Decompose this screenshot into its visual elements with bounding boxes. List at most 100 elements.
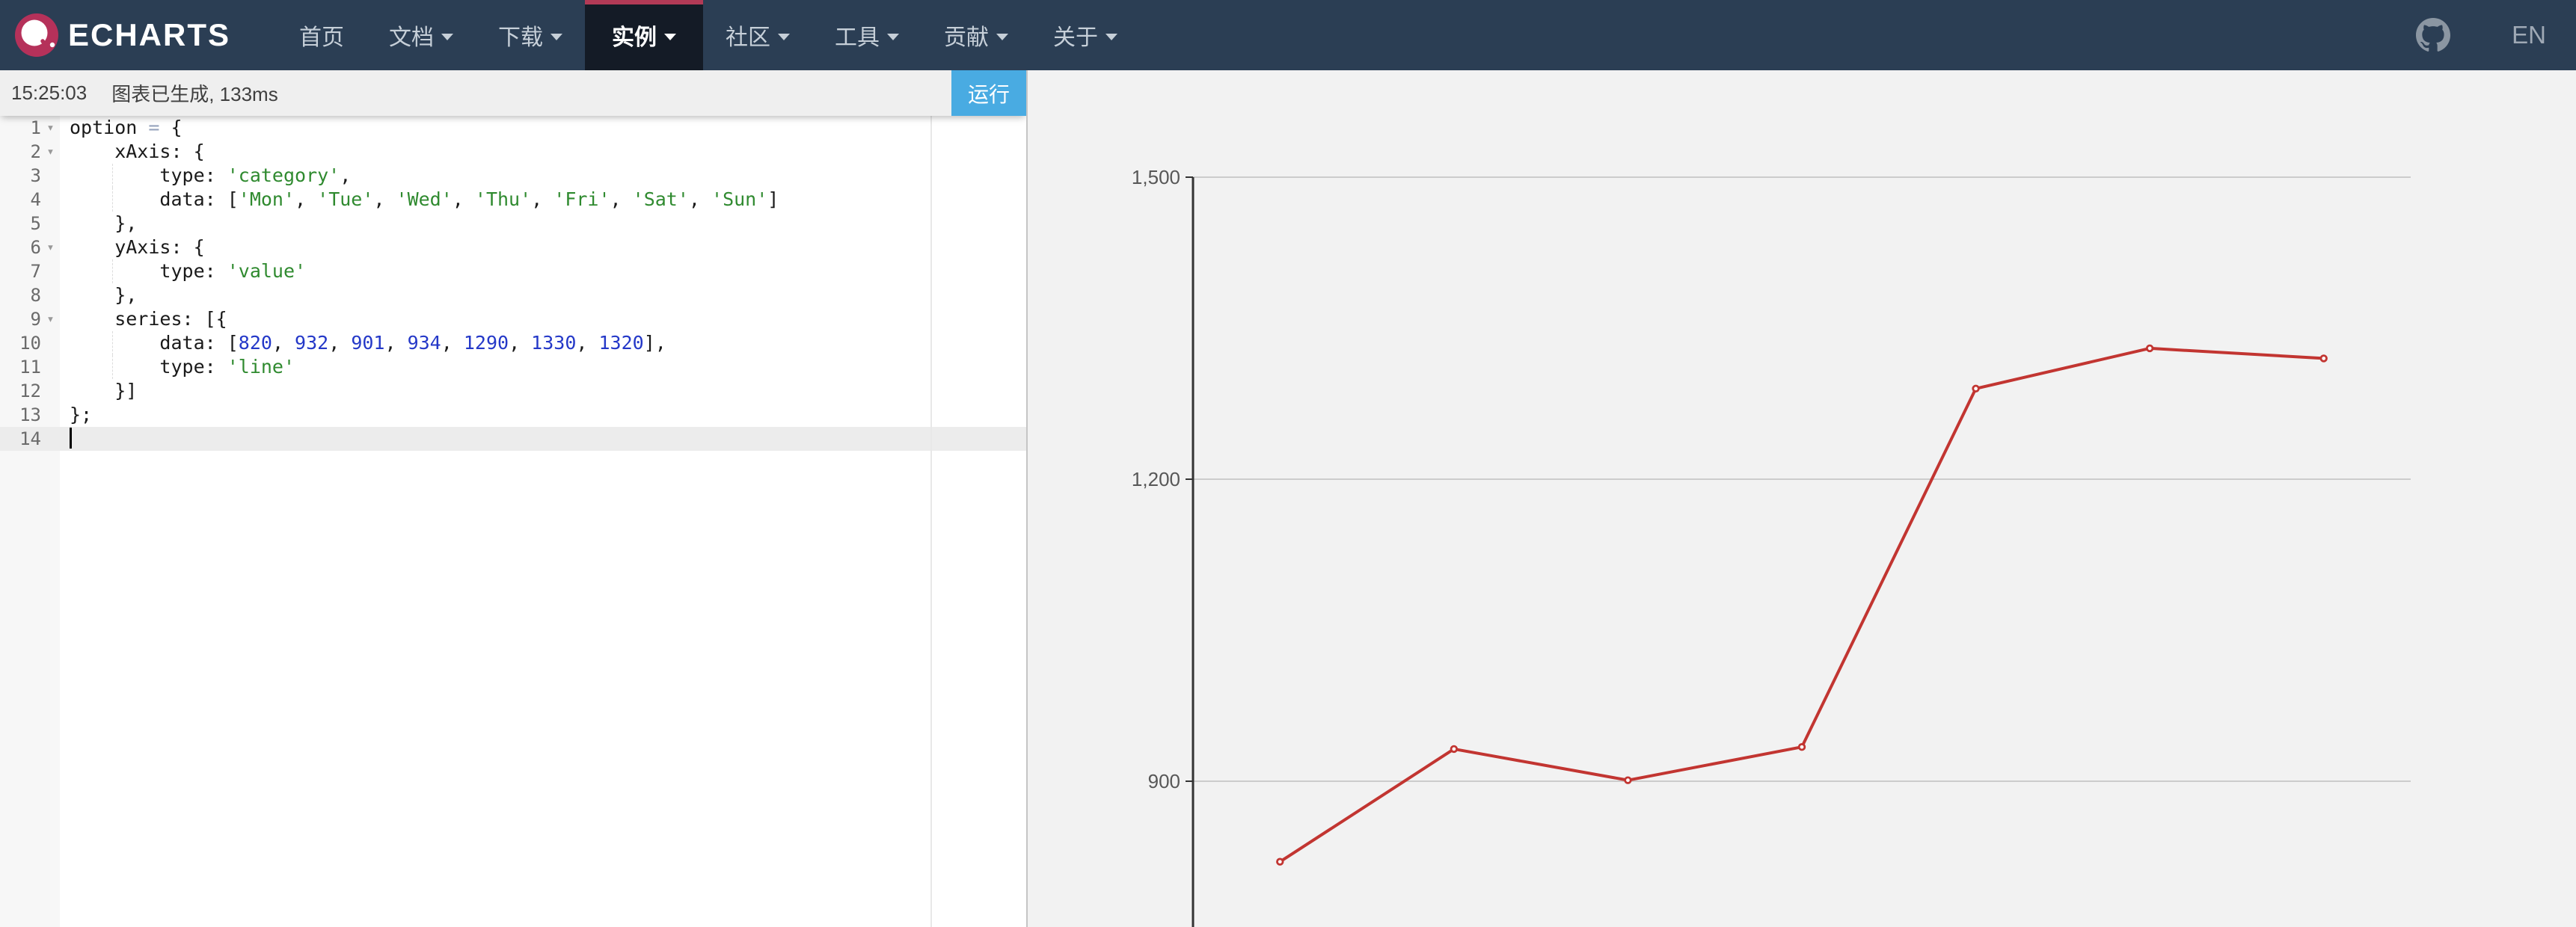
nav-item-文档[interactable]: 文档	[367, 0, 476, 70]
caret-down-icon	[1105, 33, 1118, 40]
code-line-9[interactable]: 9 ▾ series: [{	[0, 307, 1026, 331]
line-number: 13	[19, 404, 41, 425]
line-number: 14	[19, 428, 41, 449]
code-line-3[interactable]: 3 type: 'category',	[0, 164, 1026, 188]
y-axis-tick-label: 1,500	[1132, 166, 1180, 188]
code-text: option = {	[70, 117, 183, 138]
nav-item-关于[interactable]: 关于	[1031, 0, 1140, 70]
top-navbar: ECHARTS 首页 文档 下载 实例 社区 工具 贡献 关于 EN	[0, 0, 2576, 70]
line-number: 11	[19, 357, 41, 378]
data-point-marker-Tue	[1450, 745, 1459, 754]
line-number: 3	[30, 165, 41, 186]
nav-item-label: 工具	[835, 25, 880, 50]
run-button[interactable]: 运行	[951, 70, 1026, 116]
caret-down-icon	[996, 33, 1009, 40]
code-line-5[interactable]: 5 },	[0, 212, 1026, 235]
caret-down-icon	[887, 33, 900, 40]
github-icon[interactable]	[2416, 18, 2451, 52]
code-text: type: 'category',	[70, 164, 352, 186]
code-text: }]	[70, 380, 138, 401]
fold-gutter-empty	[41, 259, 60, 283]
caret-down-icon	[441, 33, 454, 40]
y-axis-tick-label: 1,200	[1132, 468, 1180, 490]
data-point-marker-Sun	[2319, 354, 2328, 363]
nav-item-社区[interactable]: 社区	[703, 0, 812, 70]
echarts-logo[interactable]: ECHARTS	[15, 13, 230, 57]
nav-item-首页[interactable]: 首页	[277, 0, 367, 70]
data-point-marker-Mon	[1276, 857, 1284, 866]
caret-down-icon	[551, 33, 563, 40]
code-line-2[interactable]: 2 ▾ xAxis: {	[0, 140, 1026, 164]
code-line-12[interactable]: 12 }]	[0, 379, 1026, 403]
code-text	[60, 427, 72, 451]
text-cursor	[70, 428, 72, 449]
code-line-13[interactable]: 13};	[0, 403, 1026, 427]
code-line-1[interactable]: 1 ▾ option = {	[0, 116, 1026, 140]
fold-arrow-icon[interactable]: ▾	[46, 120, 55, 135]
code-line-14[interactable]: 14	[0, 427, 1026, 451]
code-line-4[interactable]: 4 data: ['Mon', 'Tue', 'Wed', 'Thu', 'Fr…	[0, 188, 1026, 212]
line-number: 4	[30, 189, 41, 210]
fold-arrow-icon[interactable]: ▾	[46, 240, 55, 255]
data-point-marker-Sat	[2145, 344, 2154, 353]
line-number: 7	[30, 261, 41, 282]
language-toggle[interactable]: EN	[2512, 21, 2546, 49]
code-line-10[interactable]: 10 data: [820, 932, 901, 934, 1290, 1330…	[0, 331, 1026, 355]
code-text: data: [820, 932, 901, 934, 1290, 1330, 1…	[70, 332, 666, 354]
line-number: 6	[30, 237, 41, 258]
nav-item-label: 首页	[299, 25, 345, 50]
fold-gutter-empty	[41, 164, 60, 188]
status-time: 15:25:03	[11, 81, 88, 104]
indent-guide	[112, 331, 113, 355]
editor-status-bar: 15:25:03 图表已生成, 133ms 运行	[0, 70, 1026, 116]
code-line-7[interactable]: 7 type: 'value'	[0, 259, 1026, 283]
code-text: xAxis: {	[70, 141, 205, 162]
code-line-6[interactable]: 6 ▾ yAxis: {	[0, 235, 1026, 259]
indent-guide	[112, 355, 113, 379]
line-number: 10	[19, 333, 41, 354]
code-text: type: 'value'	[70, 260, 307, 282]
code-text: yAxis: {	[70, 236, 205, 258]
fold-gutter-empty	[41, 355, 60, 379]
series-line	[1278, 346, 2325, 863]
line-number: 5	[30, 213, 41, 234]
code-text: data: ['Mon', 'Tue', 'Wed', 'Thu', 'Fri'…	[70, 188, 779, 210]
fold-gutter-empty	[41, 331, 60, 355]
echarts-logo-icon	[15, 13, 58, 57]
fold-gutter-empty	[41, 212, 60, 235]
status-message: 图表已生成, 133ms	[111, 83, 278, 105]
navbar-right: EN	[2416, 18, 2576, 52]
line-number: 9	[30, 309, 41, 330]
code-editor[interactable]: 1 ▾ option = {2 ▾ xAxis: {3 type: 'category…	[0, 116, 1026, 927]
code-text: type: 'line'	[70, 356, 295, 378]
nav-item-label: 文档	[389, 25, 435, 50]
indent-guide	[112, 164, 113, 188]
nav-item-label: 下载	[498, 25, 544, 50]
fold-arrow-icon[interactable]: ▾	[46, 312, 55, 327]
line-number: 1	[30, 117, 41, 138]
code-line-11[interactable]: 11 type: 'line'	[0, 355, 1026, 379]
code-text: },	[70, 212, 138, 234]
indent-guide	[112, 188, 113, 212]
line-number: 2	[30, 141, 41, 162]
nav-item-贡献[interactable]: 贡献	[921, 0, 1031, 70]
main-menu: 首页 文档 下载 实例 社区 工具 贡献 关于	[277, 0, 1140, 70]
data-point-marker-Wed	[1624, 776, 1632, 784]
data-point-marker-Thu	[1797, 743, 1806, 751]
fold-arrow-icon[interactable]: ▾	[46, 144, 55, 159]
nav-item-下载[interactable]: 下载	[476, 0, 585, 70]
line-chart: 1,500 1,200 900	[1132, 166, 2411, 927]
caret-down-icon	[664, 33, 677, 40]
line-number: 8	[30, 285, 41, 306]
nav-item-label: 关于	[1053, 25, 1099, 50]
code-text: series: [{	[70, 308, 227, 330]
data-point-marker-Fri	[1972, 384, 1980, 392]
nav-item-实例[interactable]: 实例	[585, 0, 704, 70]
fold-gutter-empty	[41, 379, 60, 403]
fold-gutter-empty	[41, 188, 60, 212]
nav-item-工具[interactable]: 工具	[812, 0, 921, 70]
code-text: };	[70, 404, 93, 425]
nav-item-label: 社区	[726, 25, 771, 50]
code-line-8[interactable]: 8 },	[0, 283, 1026, 307]
caret-down-icon	[778, 33, 791, 40]
